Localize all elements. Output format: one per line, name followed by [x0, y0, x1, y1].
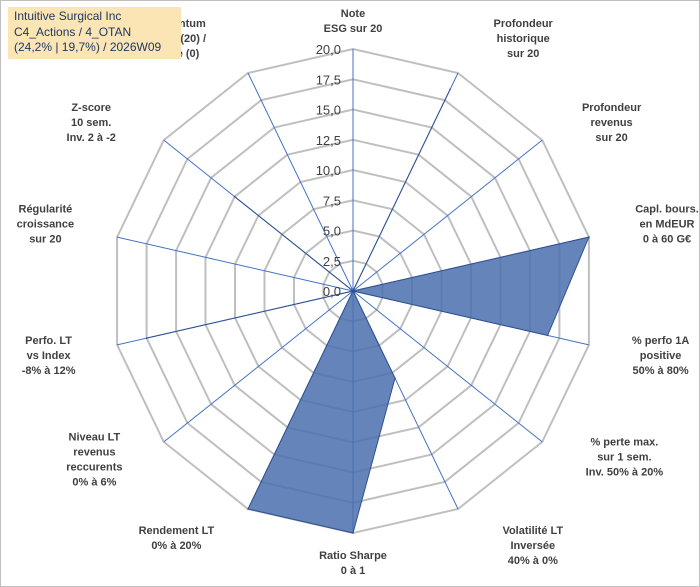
data-point-12 [233, 195, 236, 198]
spoke-13 [247, 72, 354, 292]
axis-label-line: Volatilité LT [502, 525, 563, 537]
axis-label-line: Profondeur [582, 102, 642, 114]
axis-label-line: Z-score [71, 102, 111, 114]
spoke-9 [163, 290, 354, 443]
portfolio-name: C4_Actions / 4_OTAN [14, 24, 132, 39]
data-point-7 [352, 532, 354, 534]
axis-label-line: croissance [17, 219, 74, 231]
axis-label-5: % perte max. sur 1 sem. Inv. 50% à 20% [586, 437, 664, 479]
spoke-11 [116, 236, 354, 292]
tick-label: 15,0 [316, 103, 341, 118]
tick-label: 20,0 [316, 42, 341, 57]
radar-series [145, 88, 590, 534]
axis-label-line: sur 1 sem. [597, 452, 651, 464]
data-point-4 [546, 334, 549, 337]
axis-label-line: Régularité [19, 204, 73, 216]
axis-label-line: 0 à 60 G€ [643, 234, 691, 246]
axis-label-10: Perfo. LT vs Index -8% à 12% [22, 335, 76, 377]
tick-label: 10,0 [316, 163, 341, 178]
data-point-10 [145, 337, 148, 339]
axis-label-4: % perfo 1A positive 50% à 80% [632, 335, 690, 377]
axis-label-line: Note [341, 8, 365, 20]
axis-label-line: 50% à 80% [632, 365, 688, 377]
axis-label-line: sur 20 [507, 48, 539, 60]
data-point-13 [352, 290, 354, 292]
axis-label-line: revenus [590, 117, 632, 129]
axis-label-9: Niveau LT revenus reccurents 0% à 6% [66, 431, 122, 488]
axis-label-0: Note ESG sur 20 [324, 8, 383, 35]
performance-stats: (24,2% | 19,7%) / 2026W09 [14, 40, 162, 54]
series-area [146, 89, 590, 534]
axis-label-line: % perte max. [590, 437, 658, 449]
axis-label-line: sur 20 [29, 234, 61, 246]
axis-label-line: Inversée [510, 540, 555, 552]
data-point-8 [247, 508, 249, 510]
axis-label-line: Inv. 50% à 20% [586, 467, 664, 479]
axis-label-6: Volatilité LT Inversée 40% à 0% [502, 525, 563, 567]
axis-label-line: 10 sem. [71, 117, 111, 129]
data-point-1 [449, 88, 451, 91]
data-point-3 [588, 236, 590, 238]
axis-label-line: sur 20 [595, 132, 627, 144]
axis-label-line: en MdEUR [640, 219, 695, 231]
company-name: Intuitive Surgical Inc [14, 9, 122, 23]
axis-label-line: reccurents [66, 461, 122, 473]
axis-label-line: ESG sur 20 [324, 23, 383, 35]
axis-label-line: vs Index [27, 350, 72, 362]
axis-label-line: revenus [73, 446, 115, 458]
axis-label-11: Régularité croissance sur 20 [17, 204, 74, 246]
tick-label: 2,5 [323, 254, 341, 269]
chart-title-box: Intuitive Surgical Inc C4_Actions / 4_OT… [8, 7, 181, 59]
axis-label-line: 0 à 1 [341, 565, 365, 577]
axis-label-line: positive [640, 350, 682, 362]
axis-label-line: -8% à 12% [22, 365, 76, 377]
axis-label-line: historique [497, 33, 550, 45]
axis-label-8: Rendement LT 0% à 20% [139, 525, 215, 552]
tick-label: 12,5 [316, 133, 341, 148]
axis-label-line: % perfo 1A [632, 335, 690, 347]
axis-label-line: 0% à 20% [151, 540, 201, 552]
axis-label-line: Rendement LT [139, 525, 215, 537]
axis-label-3: Capl. bours. en MdEUR 0 à 60 G€ [635, 204, 699, 246]
axis-label-12: Z-score 10 sem. Inv. 2 à -2 [67, 102, 116, 144]
axis-label-line: Profondeur [494, 18, 554, 30]
axis-label-line: 0% à 6% [72, 476, 116, 488]
axis-label-2: Profondeur revenus sur 20 [582, 102, 642, 144]
axis-label-line: Perfo. LT [25, 335, 72, 347]
axis-label-line: Inv. 2 à -2 [67, 132, 116, 144]
tick-label: 17,5 [316, 72, 341, 87]
axis-labels: Note ESG sur 20 Profondeur historique sur 20… [17, 8, 699, 577]
tick-label: 0,0 [323, 284, 341, 299]
axis-label-1: Profondeur historique sur 20 [494, 18, 554, 60]
axis-label-line: 40% à 0% [508, 555, 558, 567]
spoke-5 [352, 290, 543, 443]
axis-label-line: Ratio Sharpe [319, 550, 387, 562]
axis-label-7: Ratio Sharpe 0 à 1 [319, 550, 387, 577]
axis-label-line: Capl. bours. [635, 204, 699, 216]
axis-label-line: Niveau LT [69, 431, 121, 443]
spoke-2 [352, 139, 543, 292]
tick-label: 5,0 [323, 224, 341, 239]
tick-label: 7,5 [323, 193, 341, 208]
data-point-6 [394, 377, 396, 380]
radial-tick-labels: 0,0 2,5 5,0 7,5 10,0 12,5 15,0 17,5 20,0 [316, 42, 341, 299]
